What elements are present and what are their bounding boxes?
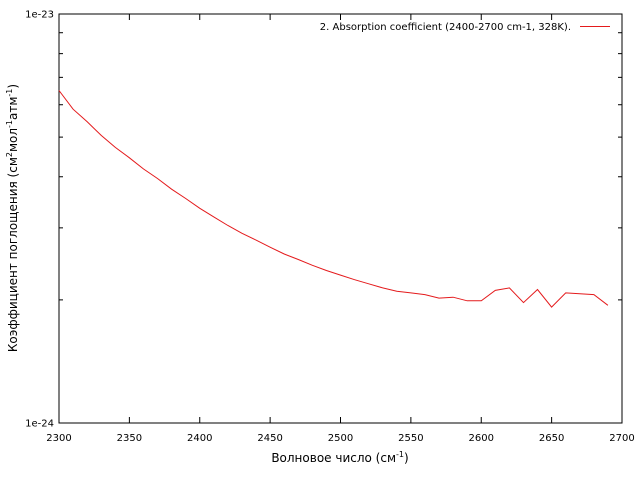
x-tick-label: 2700 [609, 433, 634, 444]
y-axis-title-part-5: -1 [5, 89, 14, 97]
y-axis-title: Коэффициент поглощения (см2мол-1атм-1) [5, 84, 20, 352]
y-axis-ticks: 1e-24 1e-23 [25, 10, 622, 430]
x-axis-title-part-1: -1 [396, 450, 404, 459]
y-axis-title-part-3: -1 [5, 120, 14, 128]
plot-frame [58, 13, 623, 424]
y-axis-title-part-6: ) [6, 84, 20, 89]
y-axis-title-part-4: атм [6, 97, 20, 120]
legend: 2. Absorption coefficient (2400-2700 cm-… [320, 22, 610, 33]
x-tick-label: 2650 [539, 433, 564, 444]
legend-label: 2. Absorption coefficient (2400-2700 cm-… [320, 22, 571, 33]
y-axis-title-part-1: 2 [5, 152, 14, 157]
y-axis-title-part-2: мол [6, 128, 20, 152]
y-tick-label: 1e-23 [25, 10, 54, 21]
series-line-0 [58, 90, 609, 308]
x-tick-label: 2350 [117, 433, 142, 444]
x-tick-label: 2550 [398, 433, 423, 444]
y-axis-title-part-0: Коэффициент поглощения (см [6, 157, 20, 352]
y-tick-label: 1e-24 [25, 419, 54, 430]
x-tick-label: 2500 [328, 433, 353, 444]
x-tick-label: 2600 [469, 433, 494, 444]
x-tick-label: 2400 [187, 433, 212, 444]
x-tick-label: 2300 [46, 433, 71, 444]
x-axis-title-part-0: Волновое число (см [271, 451, 396, 465]
series-layer [58, 90, 609, 308]
x-axis-title: Волновое число (см-1) [271, 450, 408, 465]
x-tick-label: 2450 [257, 433, 282, 444]
x-axis-ticks: 2300 2350 2400 2450 2500 2550 2600 2650 2700 [46, 14, 635, 444]
x-axis-title-part-2: ) [404, 451, 409, 465]
